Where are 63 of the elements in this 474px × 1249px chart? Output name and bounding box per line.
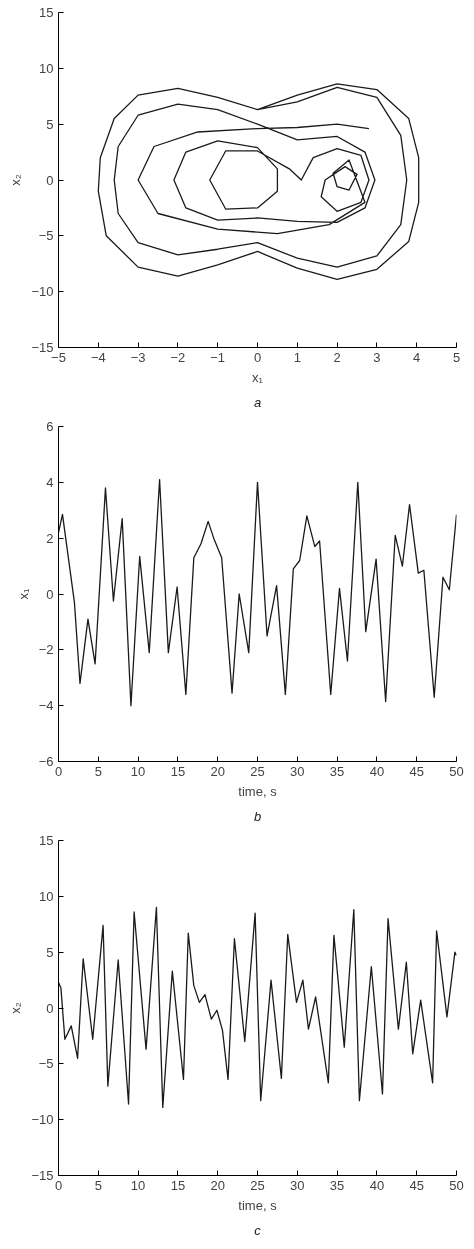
x-tick-label: 3 xyxy=(373,349,381,365)
y-tick-label: 0 xyxy=(46,172,54,188)
x-tick-label: 20 xyxy=(210,1177,225,1193)
x-axis-title: time, s xyxy=(238,783,278,799)
y-tick-label: 0 xyxy=(46,586,54,602)
x-tick-label: 10 xyxy=(130,763,146,779)
y-tick-label: −15 xyxy=(31,340,54,355)
x-tick-label: 4 xyxy=(413,349,421,365)
y-tick-label: −5 xyxy=(38,1056,54,1072)
y-tick-label: 0 xyxy=(46,1000,54,1016)
y-tick-label: 10 xyxy=(39,60,54,76)
x-axis-title: time, s xyxy=(238,1197,278,1213)
y-tick-label: −6 xyxy=(38,754,54,769)
y-tick-label: −5 xyxy=(38,228,54,244)
y-tick-label: −15 xyxy=(31,1168,54,1183)
x-tick-label: 30 xyxy=(290,763,305,779)
y-axis-title: x₂ xyxy=(8,174,24,186)
y-tick-label: −10 xyxy=(31,284,54,300)
y-tick-label: 10 xyxy=(39,888,54,904)
x-tick-label: 5 xyxy=(94,763,102,779)
x-tick-label: 25 xyxy=(250,1177,265,1193)
x-tick-label: 45 xyxy=(409,1177,424,1193)
y-tick-label: 5 xyxy=(46,944,54,960)
x-tick-label: −4 xyxy=(90,349,106,365)
text: a xyxy=(253,394,262,410)
x-tick-label: 0 xyxy=(253,349,262,365)
x-tick-label: 40 xyxy=(369,763,385,779)
y-tick-label: 4 xyxy=(46,474,54,490)
x-tick-label: 2 xyxy=(333,349,341,365)
x-tick-label: 20 xyxy=(210,763,225,779)
x-tick-label: −3 xyxy=(130,349,146,365)
line-series xyxy=(97,83,420,281)
x-tick-label: 10 xyxy=(130,1177,146,1193)
x-tick-label: 50 xyxy=(449,1177,464,1193)
x-tick-label: 35 xyxy=(329,763,345,779)
x-tick-label: −2 xyxy=(170,349,186,365)
x-tick-label: 40 xyxy=(369,1177,385,1193)
x-axis-title: x₁ xyxy=(252,369,264,385)
y-tick-label: 15 xyxy=(39,833,54,848)
y-tick-label: −10 xyxy=(31,1112,54,1128)
y-tick-label: 15 xyxy=(39,5,54,20)
x-tick-label: 30 xyxy=(290,1177,305,1193)
y-axis-title: x₁ xyxy=(15,587,31,600)
x-tick-label: 5 xyxy=(452,349,461,365)
y-tick-label: −2 xyxy=(38,642,54,658)
text: b xyxy=(253,808,262,824)
x-tick-label: 1 xyxy=(293,349,301,365)
text: c xyxy=(254,1222,262,1238)
line-series xyxy=(58,906,457,1109)
x-tick-label: 5 xyxy=(94,1177,102,1193)
y-tick-label: 6 xyxy=(46,419,54,434)
y-axis-title: x₂ xyxy=(8,1002,24,1014)
x-tick-label: 15 xyxy=(170,763,186,779)
x-tick-label: −1 xyxy=(210,349,226,365)
y-tick-label: 2 xyxy=(46,530,54,546)
x-tick-label: 15 xyxy=(170,1177,186,1193)
y-tick-label: −4 xyxy=(38,698,54,714)
line-series xyxy=(58,478,457,707)
x-tick-label: 50 xyxy=(449,763,464,779)
y-tick-label: 5 xyxy=(46,116,54,132)
x-tick-label: 35 xyxy=(329,1177,345,1193)
x-tick-label: 45 xyxy=(409,763,424,779)
x-tick-label: 25 xyxy=(250,763,265,779)
